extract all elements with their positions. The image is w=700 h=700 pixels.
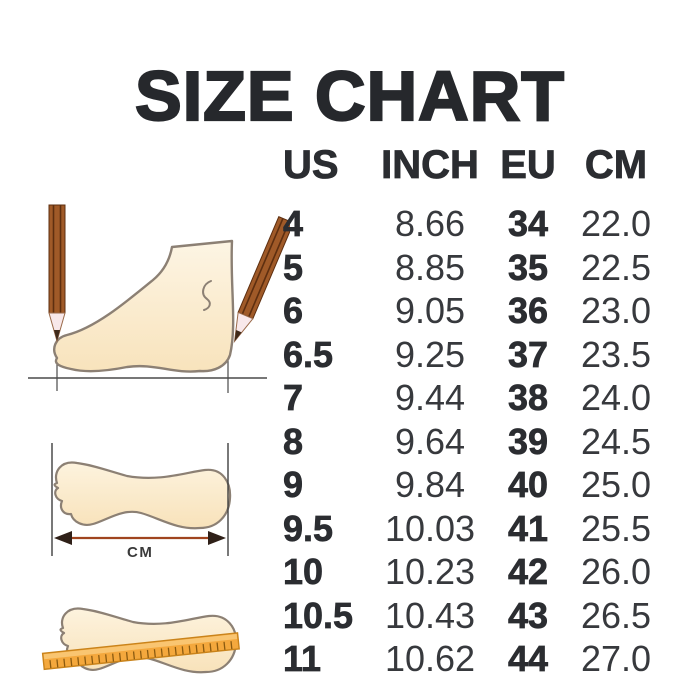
table-row: 4 8.66 34 22.0 bbox=[283, 202, 665, 246]
cm-size-cell: 23.0 bbox=[580, 290, 652, 331]
inch-size-cell: 10.23 bbox=[384, 551, 476, 592]
cm-size-cell: 23.5 bbox=[580, 333, 652, 375]
cm-size-cell: 25.5 bbox=[580, 507, 652, 549]
inch-size-cell: 10.43 bbox=[384, 594, 476, 636]
cm-size-cell: 22.5 bbox=[580, 246, 652, 288]
footprint-shape bbox=[53, 461, 232, 530]
size-table: US INCH EU CM 4 8.66 34 22.0 5 8.85 35 2… bbox=[283, 142, 665, 681]
eu-size-cell: 40 bbox=[507, 464, 549, 506]
footprint-ruler-icon bbox=[41, 607, 240, 674]
table-body: 4 8.66 34 22.0 5 8.85 35 22.5 6 9.05 36 … bbox=[283, 202, 665, 681]
table-row: 10 10.23 42 26.0 bbox=[283, 550, 665, 594]
table-header-row: US INCH EU CM bbox=[283, 142, 665, 188]
column-header-us: US bbox=[283, 143, 339, 188]
cm-size-cell: 25.0 bbox=[580, 464, 652, 505]
cm-size-cell: 27.0 bbox=[580, 638, 652, 679]
eu-size-cell: 35 bbox=[507, 246, 549, 288]
eu-size-cell: 43 bbox=[507, 594, 549, 636]
inch-size-cell: 9.05 bbox=[394, 290, 466, 331]
table-row: 8 9.64 39 24.5 bbox=[283, 420, 665, 464]
foot-shape bbox=[53, 239, 235, 373]
inch-size-cell: 9.25 bbox=[394, 333, 466, 375]
arrow-left-head bbox=[54, 531, 72, 545]
eu-size-cell: 42 bbox=[507, 551, 549, 593]
us-size-cell: 5 bbox=[283, 246, 304, 288]
table-row: 6.5 9.25 37 23.5 bbox=[283, 333, 665, 377]
column-header-inch: INCH bbox=[381, 143, 480, 188]
eu-size-cell: 38 bbox=[507, 377, 549, 419]
inch-size-cell: 9.44 bbox=[394, 377, 466, 418]
pencil-icon bbox=[233, 216, 290, 343]
eu-size-cell: 41 bbox=[507, 507, 549, 549]
us-size-cell: 4 bbox=[283, 203, 304, 245]
eu-size-cell: 36 bbox=[507, 290, 549, 332]
us-size-cell: 8 bbox=[283, 420, 304, 462]
ankle-bone-line bbox=[202, 280, 212, 311]
table-row: 5 8.85 35 22.5 bbox=[283, 246, 665, 290]
eu-size-cell: 34 bbox=[507, 203, 549, 245]
us-size-cell: 6 bbox=[283, 290, 304, 332]
inch-size-cell: 10.62 bbox=[384, 638, 476, 679]
us-size-cell: 9 bbox=[283, 464, 304, 506]
eu-size-cell: 37 bbox=[507, 333, 549, 375]
cm-size-cell: 24.5 bbox=[580, 420, 652, 462]
eu-size-cell: 44 bbox=[507, 638, 549, 680]
us-size-cell: 7 bbox=[283, 377, 304, 419]
table-row: 7 9.44 38 24.0 bbox=[283, 376, 665, 420]
table-row: 9 9.84 40 25.0 bbox=[283, 463, 665, 507]
column-header-eu: EU bbox=[500, 143, 556, 188]
inch-size-cell: 8.85 bbox=[394, 246, 466, 288]
us-size-cell: 10 bbox=[283, 551, 324, 593]
table-row: 10.5 10.43 43 26.5 bbox=[283, 594, 665, 638]
us-size-cell: 10.5 bbox=[283, 594, 354, 636]
us-size-cell: 9.5 bbox=[283, 507, 334, 549]
page-title: SIZE CHART bbox=[134, 56, 565, 136]
cm-size-cell: 26.5 bbox=[580, 594, 652, 636]
cm-arrow-label: CM bbox=[127, 544, 153, 561]
inch-size-cell: 9.64 bbox=[394, 420, 466, 462]
arrow-right-head bbox=[208, 531, 226, 545]
foot-side-with-pencils-icon bbox=[28, 204, 290, 393]
inch-size-cell: 8.66 bbox=[394, 203, 466, 244]
us-size-cell: 11 bbox=[283, 638, 322, 680]
pencil-icon bbox=[48, 204, 66, 343]
cm-size-cell: 26.0 bbox=[580, 551, 652, 592]
ruler-icon bbox=[41, 632, 240, 671]
cm-size-cell: 22.0 bbox=[580, 203, 652, 244]
footprint-cm-arrow-icon: CM bbox=[51, 443, 232, 561]
table-row: 6 9.05 36 23.0 bbox=[283, 289, 665, 333]
us-size-cell: 6.5 bbox=[283, 333, 334, 375]
inch-size-cell: 9.84 bbox=[394, 464, 466, 505]
eu-size-cell: 39 bbox=[507, 420, 549, 462]
inch-size-cell: 10.03 bbox=[384, 507, 476, 549]
column-header-cm: CM bbox=[584, 143, 648, 188]
table-row: 9.5 10.03 41 25.5 bbox=[283, 507, 665, 551]
table-row: 11 10.62 44 27.0 bbox=[283, 637, 665, 681]
cm-size-cell: 24.0 bbox=[580, 377, 652, 418]
